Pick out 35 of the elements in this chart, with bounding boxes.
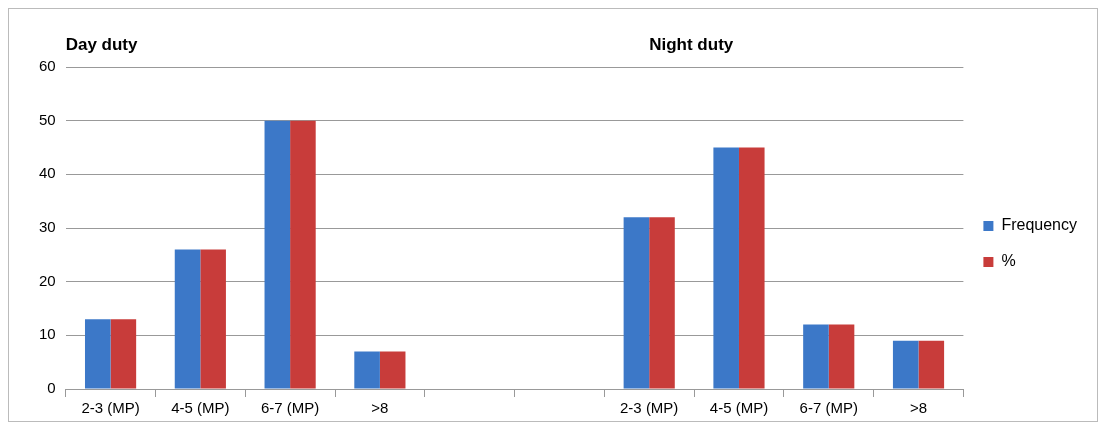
bar [200, 249, 226, 389]
y-tick-label: 20 [39, 271, 56, 289]
legend-label: Frequency [1001, 216, 1077, 234]
bar [174, 249, 201, 389]
y-tick-label: 60 [39, 57, 56, 75]
legend-label: % [1001, 252, 1016, 270]
bar [264, 120, 291, 389]
bar [649, 217, 675, 389]
x-tick-label: 4-5 (MP) [709, 399, 769, 417]
x-tick-label: 2-3 (MP) [620, 399, 679, 417]
x-tick-label: 6-7 (MP) [260, 399, 320, 417]
y-tick-label: 40 [39, 164, 56, 182]
bar [738, 147, 765, 389]
x-tick-label: >8 [909, 399, 928, 417]
y-tick-label: 0 [47, 379, 56, 397]
x-tick-label: 6-7 (MP) [799, 399, 858, 417]
x-tick-label: 2-3 (MP) [81, 399, 140, 417]
y-tick-label: 10 [39, 325, 56, 343]
bar [290, 120, 316, 389]
bar [918, 340, 945, 389]
bar [803, 324, 829, 389]
bar [84, 319, 111, 389]
y-tick-label: 50 [39, 110, 56, 128]
bar [713, 147, 739, 389]
bar [110, 319, 137, 389]
bar [828, 324, 855, 389]
x-tick-label: >8 [371, 399, 389, 417]
x-tick-label: 4-5 (MP) [171, 399, 230, 417]
y-tick-label: 30 [39, 218, 56, 236]
bar [892, 340, 919, 389]
text: Night duty [649, 34, 734, 54]
bar [354, 351, 380, 389]
bar [623, 217, 650, 389]
text: Day duty [65, 34, 139, 54]
bar [379, 351, 406, 389]
